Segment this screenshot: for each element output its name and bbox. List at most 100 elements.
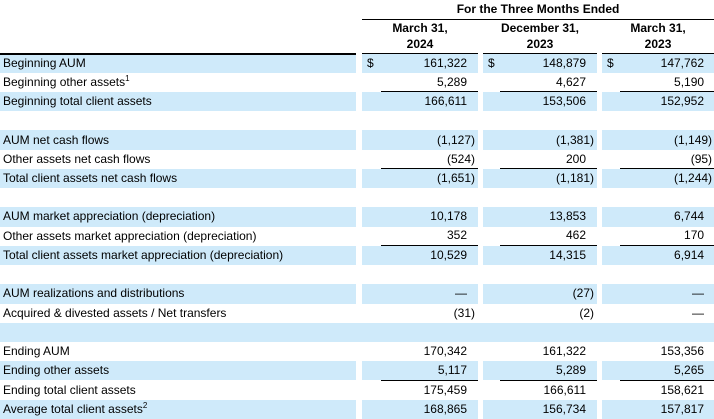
table-body: Beginning AUM $161,322 $148,879 $147,762 Beg… <box>0 53 714 419</box>
value-cell: 4,627 <box>500 72 597 93</box>
currency-symbol-cell <box>602 130 620 150</box>
row-label: Total client assets market appreciation … <box>0 245 356 266</box>
currency-symbol-cell <box>483 207 500 227</box>
footnote-marker: 1 <box>125 73 130 83</box>
currency-symbol-cell <box>602 91 620 112</box>
blank-row-cell <box>0 322 714 343</box>
currency-symbol-cell <box>483 168 500 189</box>
value-cell: (2) <box>579 305 594 320</box>
value-cell: (1,181) <box>500 168 597 189</box>
currency-symbol-cell <box>483 399 500 419</box>
row-label: Ending AUM <box>3 344 70 359</box>
currency-symbol-cell <box>483 342 500 361</box>
value-cell: 153,506 <box>500 91 597 112</box>
value-cell: 158,621 <box>660 382 705 397</box>
value-cell: 156,734 <box>500 399 597 419</box>
footnote-marker: 2 <box>142 400 148 410</box>
column-header-march-2023: March 31, 2023 <box>602 19 714 54</box>
value-cell: (1,381) <box>500 130 597 150</box>
table-row: Beginning other assets1 5,289 4,627 5,190 <box>0 72 714 93</box>
currency-symbol-cell <box>483 150 500 169</box>
column-header-march-2024: March 31, 2024 <box>362 19 478 54</box>
value-cell: 5,289 <box>381 72 478 93</box>
row-label: Other assets market appreciation (deprec… <box>3 228 257 243</box>
currency-symbol-cell <box>483 73 500 92</box>
currency-symbol-cell: $ <box>602 53 620 73</box>
value-cell: 170 <box>620 226 714 247</box>
blank-row-cell <box>0 265 714 284</box>
currency-symbol-cell <box>602 342 620 361</box>
currency-symbol-cell <box>362 245 381 266</box>
currency-symbol-cell <box>483 304 500 323</box>
currency-symbol-cell <box>362 361 381 381</box>
column-header-december-2023: December 31, 2023 <box>483 19 597 54</box>
value-cell: 5,190 <box>620 72 714 93</box>
value-cell: 352 <box>381 226 478 247</box>
currency-symbol-cell <box>602 207 620 227</box>
value-cell: 6,914 <box>620 245 714 266</box>
value-cell: 5,117 <box>381 361 478 381</box>
row-label: Beginning other assets1 <box>3 73 130 89</box>
value-cell: (1,651) <box>381 168 478 189</box>
value-cell: 462 <box>500 226 597 247</box>
table-row <box>0 265 714 284</box>
table-row: AUM net cash flows (1,127) (1,381) (1,149) <box>0 130 714 150</box>
value-cell: 6,744 <box>620 207 714 227</box>
table-row: Other assets market appreciation (deprec… <box>0 226 714 247</box>
currency-symbol-cell <box>483 284 500 304</box>
label-column-header <box>0 19 356 55</box>
table-row: Total client assets market appreciation … <box>0 245 714 266</box>
table-row: Average total client assets2 168,865 156,7… <box>0 399 714 419</box>
value-cell: (31) <box>453 305 475 320</box>
value-cell: — <box>381 284 478 304</box>
currency-symbol-cell <box>483 361 500 381</box>
currency-symbol-cell <box>362 130 381 150</box>
currency-symbol-cell <box>483 91 500 112</box>
value-cell: (1,149) <box>620 130 714 150</box>
row-label: AUM realizations and distributions <box>0 284 356 304</box>
currency-symbol-cell <box>483 380 500 399</box>
currency-symbol-cell: $ <box>483 53 500 73</box>
table-row: AUM market appreciation (depreciation) 10… <box>0 207 714 227</box>
title-row: For the Three Months Ended <box>0 0 714 20</box>
currency-symbol-cell <box>362 284 381 304</box>
blank-row-cell <box>0 188 714 207</box>
table-row: Other assets net cash flows (524) 200 (95) <box>0 149 714 170</box>
currency-symbol-cell <box>602 284 620 304</box>
row-label: Ending total client assets <box>3 382 136 397</box>
value-cell: (1,127) <box>381 130 478 150</box>
table-row: Acquired & divested assets / Net transfe… <box>0 304 714 323</box>
value-cell: (27) <box>500 284 597 304</box>
row-label: Other assets net cash flows <box>3 151 151 166</box>
value-cell: 161,322 <box>542 344 586 359</box>
row-label: AUM market appreciation (depreciation) <box>0 207 356 227</box>
value-cell: (1,244) <box>620 168 714 189</box>
table-row <box>0 111 714 130</box>
currency-symbol-cell <box>602 380 620 399</box>
value-cell: 166,611 <box>381 91 478 112</box>
table-row <box>0 322 714 343</box>
column-header-row: March 31, 2024 December 31, 2023 March 3… <box>0 19 714 55</box>
currency-symbol-cell: $ <box>362 53 381 73</box>
currency-symbol-cell <box>362 227 381 246</box>
table-row: Beginning total client assets 166,611 153,… <box>0 91 714 112</box>
column-header-line1: March 31, <box>392 21 448 35</box>
row-label: Beginning AUM <box>0 53 356 73</box>
value-cell: 5,289 <box>500 361 597 381</box>
row-label: Average total client assets2 <box>0 399 356 419</box>
currency-symbol-cell <box>362 168 381 189</box>
value-cell: 168,865 <box>381 399 478 419</box>
value-cell: — <box>692 305 705 320</box>
value-cell: 10,529 <box>381 245 478 266</box>
column-header-line2: 2023 <box>526 37 554 51</box>
table-title: For the Three Months Ended <box>362 0 714 20</box>
table-header: For the Three Months Ended March 31, 202… <box>0 0 714 55</box>
currency-symbol-cell <box>362 380 381 399</box>
value-cell: — <box>620 284 714 304</box>
row-label: Total client assets net cash flows <box>0 168 356 189</box>
table-row: Ending other assets 5,117 5,289 5,265 <box>0 361 714 381</box>
currency-symbol-cell <box>602 361 620 381</box>
value-cell: (95) <box>620 149 714 170</box>
currency-symbol-cell <box>483 227 500 246</box>
